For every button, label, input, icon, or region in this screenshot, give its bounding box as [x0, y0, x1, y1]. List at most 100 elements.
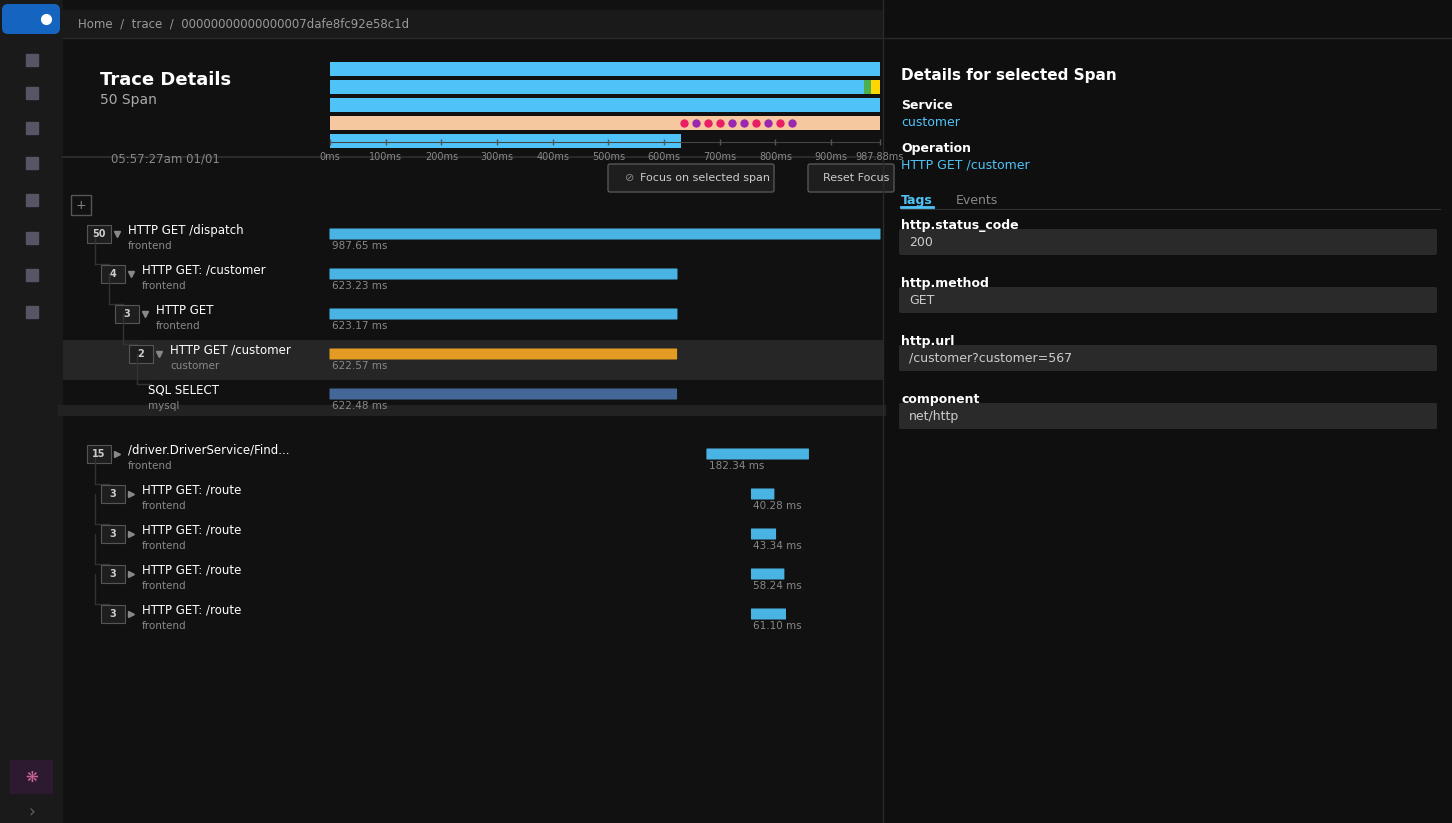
FancyBboxPatch shape [807, 164, 894, 192]
Text: customer: customer [170, 361, 219, 371]
Text: ⊘: ⊘ [624, 173, 635, 183]
Text: 987.88ms: 987.88ms [855, 152, 905, 162]
Text: frontend: frontend [128, 461, 173, 471]
Text: 622.48 ms: 622.48 ms [333, 401, 388, 411]
Text: HTTP GET: /route: HTTP GET: /route [142, 564, 241, 576]
FancyBboxPatch shape [102, 605, 125, 623]
FancyBboxPatch shape [608, 164, 774, 192]
FancyBboxPatch shape [330, 388, 677, 399]
Text: 40.28 ms: 40.28 ms [754, 501, 802, 511]
FancyBboxPatch shape [115, 305, 139, 323]
Text: ❋: ❋ [26, 770, 38, 784]
FancyBboxPatch shape [102, 565, 125, 583]
FancyBboxPatch shape [330, 348, 677, 360]
Text: HTTP GET: /route: HTTP GET: /route [142, 603, 241, 616]
Text: frontend: frontend [128, 241, 173, 251]
Text: 200ms: 200ms [425, 152, 457, 162]
Text: Trace Details: Trace Details [100, 71, 231, 89]
FancyBboxPatch shape [751, 569, 784, 579]
Bar [330, 62, 880, 76]
Bar [330, 134, 681, 148]
Text: HTTP GET: /route: HTTP GET: /route [142, 483, 241, 496]
Bar [330, 80, 880, 94]
Text: 100ms: 100ms [369, 152, 402, 162]
Text: 3: 3 [109, 569, 116, 579]
Bar [0, 0, 62, 823]
FancyBboxPatch shape [102, 265, 125, 283]
Bar [864, 80, 871, 94]
Text: 0ms: 0ms [319, 152, 340, 162]
Bar [10, 760, 54, 794]
FancyBboxPatch shape [87, 445, 110, 463]
FancyBboxPatch shape [751, 489, 774, 500]
Bar [871, 80, 880, 94]
Text: http.status_code: http.status_code [902, 218, 1019, 231]
Text: Operation: Operation [902, 142, 971, 155]
Text: 3: 3 [123, 309, 131, 319]
Text: 200: 200 [909, 235, 932, 249]
Text: 4: 4 [109, 269, 116, 279]
Text: HTTP GET /dispatch: HTTP GET /dispatch [128, 224, 244, 236]
FancyBboxPatch shape [87, 225, 110, 243]
Text: Home  /  trace  /  00000000000000007dafe8fc92e58c1d: Home / trace / 00000000000000007dafe8fc9… [78, 17, 409, 30]
Text: Details for selected Span: Details for selected Span [902, 67, 1117, 82]
Text: Tags: Tags [902, 193, 932, 207]
Bar [62, 10, 1452, 38]
Text: HTTP GET: /route: HTTP GET: /route [142, 523, 241, 537]
Text: /customer?customer=567: /customer?customer=567 [909, 351, 1072, 365]
FancyBboxPatch shape [751, 528, 775, 540]
Text: 3: 3 [109, 489, 116, 499]
Text: customer: customer [902, 115, 960, 128]
Text: 600ms: 600ms [648, 152, 681, 162]
Text: 400ms: 400ms [536, 152, 569, 162]
Text: 300ms: 300ms [481, 152, 514, 162]
Text: Focus on selected span: Focus on selected span [640, 173, 770, 183]
Text: SQL SELECT: SQL SELECT [148, 384, 219, 397]
FancyBboxPatch shape [102, 525, 125, 543]
Text: ›: › [29, 803, 35, 821]
Text: HTTP GET /customer: HTTP GET /customer [902, 159, 1029, 171]
Text: 500ms: 500ms [592, 152, 624, 162]
Text: 58.24 ms: 58.24 ms [754, 581, 802, 591]
FancyBboxPatch shape [899, 229, 1437, 255]
Text: 15: 15 [93, 449, 106, 459]
Text: 622.57 ms: 622.57 ms [333, 361, 388, 371]
Text: 700ms: 700ms [703, 152, 736, 162]
Text: http.url: http.url [902, 334, 954, 347]
Text: mysql: mysql [148, 401, 180, 411]
Text: Events: Events [955, 193, 999, 207]
Text: 3: 3 [109, 529, 116, 539]
Bar [330, 98, 880, 112]
Bar [330, 116, 880, 130]
Text: HTTP GET: /customer: HTTP GET: /customer [142, 263, 266, 277]
FancyBboxPatch shape [707, 449, 809, 459]
Text: 2: 2 [138, 349, 144, 359]
FancyBboxPatch shape [330, 268, 678, 280]
Text: Reset Focus: Reset Focus [823, 173, 890, 183]
Text: 50 Span: 50 Span [100, 93, 157, 107]
Text: frontend: frontend [142, 621, 187, 631]
Text: frontend: frontend [155, 321, 200, 331]
Text: 987.65 ms: 987.65 ms [333, 241, 388, 251]
Text: frontend: frontend [142, 501, 187, 511]
FancyBboxPatch shape [751, 608, 786, 620]
Text: +: + [76, 198, 86, 212]
Text: 800ms: 800ms [759, 152, 791, 162]
Text: GET: GET [909, 294, 935, 306]
FancyBboxPatch shape [330, 309, 678, 319]
Text: http.method: http.method [902, 277, 989, 290]
FancyBboxPatch shape [899, 287, 1437, 313]
FancyBboxPatch shape [102, 485, 125, 503]
Text: 3: 3 [109, 609, 116, 619]
Text: HTTP GET: HTTP GET [155, 304, 213, 317]
Text: 50: 50 [93, 229, 106, 239]
Text: 43.34 ms: 43.34 ms [754, 541, 802, 551]
Text: 182.34 ms: 182.34 ms [709, 461, 764, 471]
Text: /driver.DriverService/Find...: /driver.DriverService/Find... [128, 444, 289, 457]
Text: frontend: frontend [142, 581, 187, 591]
FancyBboxPatch shape [899, 345, 1437, 371]
Text: 623.17 ms: 623.17 ms [333, 321, 388, 331]
Text: Service: Service [902, 99, 953, 111]
Text: 900ms: 900ms [815, 152, 848, 162]
Text: 623.23 ms: 623.23 ms [333, 281, 388, 291]
